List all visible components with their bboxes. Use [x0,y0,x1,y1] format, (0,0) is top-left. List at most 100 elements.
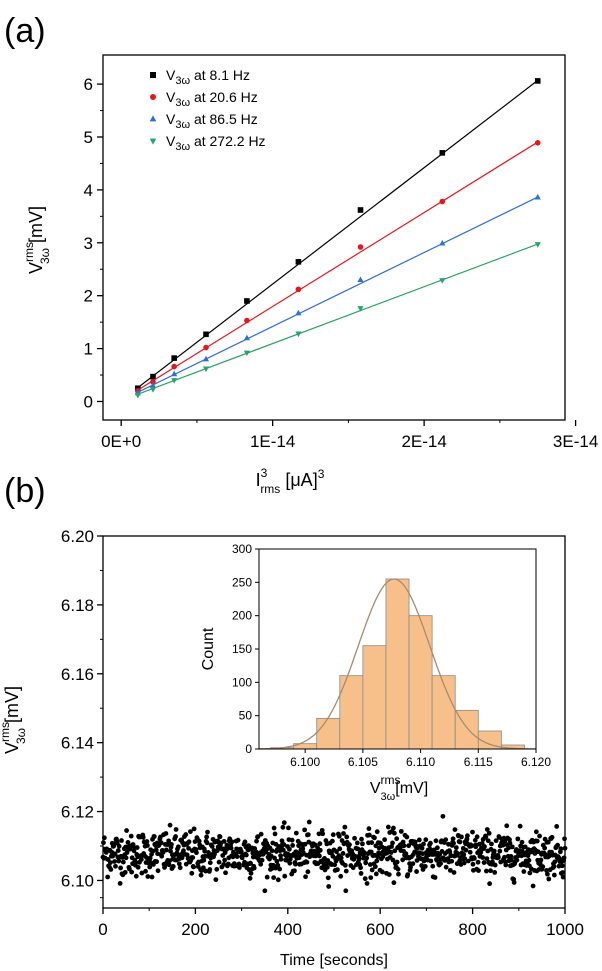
chart-b-point [492,870,498,875]
chart-b-point [116,843,122,849]
chart-b-point [535,849,541,855]
chart-b-point [551,872,557,878]
chart-b-point [489,841,494,847]
chart-b-point [364,881,370,886]
chart-b-point [480,855,486,860]
chart-b-point [282,873,288,879]
chart-b-point [169,842,174,847]
chart-b-point [342,824,348,830]
chart-b-point [453,845,459,851]
chart-b-point [317,847,323,853]
inset-bar [431,675,456,750]
chart-b-point [372,835,377,841]
chart-b-point [217,834,223,840]
chart-a-series-3 [134,242,541,399]
chart-b-point [338,873,344,879]
chart-b-point [155,868,161,874]
chart-b-point [343,868,349,874]
chart-b-point [551,864,557,869]
chart-b-point [364,855,370,861]
chart-b-point [293,830,299,836]
chart-b-point [286,825,291,831]
chart-b-point [164,842,170,847]
chart-b-xtick-label: 600 [366,920,394,939]
chart-b-point [248,870,254,876]
chart-b-point [379,869,385,875]
chart-b-point [508,853,514,859]
legend-entry: V3ω at 272.2 Hz [166,133,266,153]
chart-b-point [419,845,425,851]
chart-b-xtick-label: 800 [458,920,486,939]
chart-b-point [560,874,566,880]
chart-a-point [149,382,157,388]
chart-b-point [138,857,144,862]
chart-b-point [269,848,275,854]
chart-a-point [357,306,364,312]
chart-b-ytick-label: 6.14 [61,734,94,753]
chart-b-point [515,836,521,842]
chart-b-point [472,837,478,843]
chart-b-point [344,834,350,840]
chart-b-point [336,833,342,839]
chart-b-point [514,857,520,863]
chart-b-point [262,888,268,894]
chart-b-point [112,859,117,864]
chart-b-point [167,822,173,828]
chart-b-point [125,840,131,845]
chart-b-point [254,838,259,844]
chart-b-point [463,847,469,853]
chart-b-point [530,883,536,889]
chart-b-point [238,848,244,854]
chart-b-point [101,840,106,846]
chart-b-point [502,854,507,860]
chart-b-point [461,852,467,857]
chart-b-point [517,823,523,829]
chart-b-point [368,875,374,880]
chart-b-point [278,856,284,862]
inset-ytick-label: 100 [232,675,252,689]
chart-b-point [428,858,434,864]
chart-b-point [354,840,360,846]
chart-b-point [443,864,449,870]
chart-b-point [420,851,425,857]
chart-b-point [366,832,372,838]
chart-a-point [171,355,177,361]
chart-b-point [476,868,481,874]
chart-b-point [452,827,458,833]
chart-b-point [507,840,513,846]
chart-b-point [342,862,348,868]
chart-b-point [248,860,253,866]
chart-a-point [149,387,157,393]
chart-b-point [334,849,339,855]
chart-b-series-points [100,813,568,894]
chart-b-point [519,839,525,845]
chart-b-point [205,829,210,835]
chart-b-point [390,857,396,863]
chart-b-point [369,840,375,845]
chart-b-point [401,843,407,849]
chart-b-point [396,871,401,877]
chart-b-point [545,839,551,845]
chart-b-point [398,828,404,834]
chart-a-point [243,334,250,341]
inset-ytick-label: 200 [232,609,252,623]
chart-b-point [461,860,467,866]
chart-b-point [423,837,429,843]
chart-b-point [538,857,544,863]
chart-b-point [228,845,234,851]
chart-b-point [544,868,549,873]
chart-b-point [214,848,220,854]
chart-b-point [139,870,145,876]
chart-b-point [129,869,135,875]
chart-a-point [202,366,210,373]
chart-b-point [259,857,265,863]
chart-b-point [204,834,209,840]
chart-b-point [183,832,189,837]
chart-b-point [359,836,364,842]
chart-b-point [335,867,340,873]
chart-b-point [506,845,511,851]
chart-b-point [209,844,215,849]
chart-b-point [347,842,352,848]
chart-b-point [478,849,484,855]
chart-b-point [403,851,409,857]
